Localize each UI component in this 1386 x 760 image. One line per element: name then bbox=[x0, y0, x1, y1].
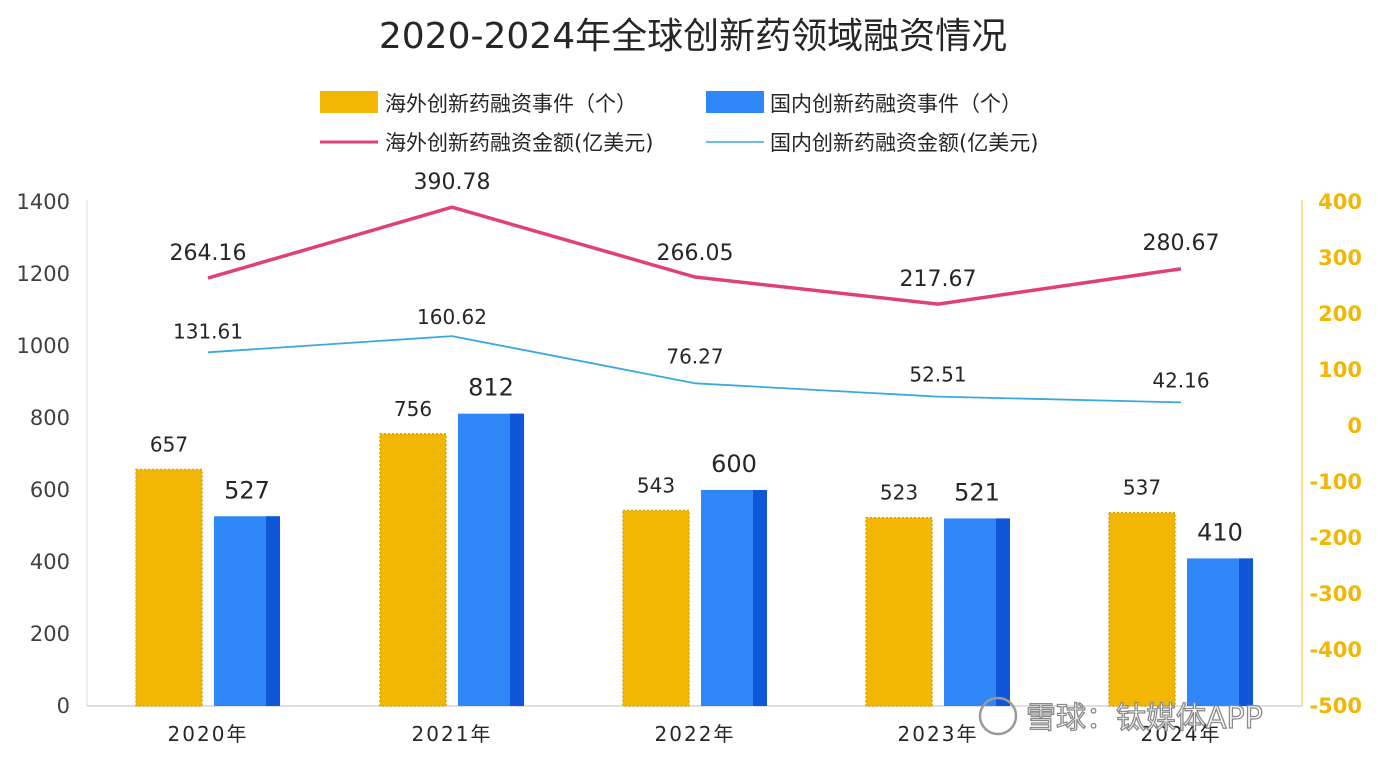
domestic-events-bar-side bbox=[753, 490, 767, 706]
data-labels: 657 756 543 523 537 527 812 600 521 410 264.16 390.… bbox=[150, 170, 1243, 546]
x-tick-label: 2022年 bbox=[655, 722, 736, 746]
domestic-amount-label: 42.16 bbox=[1152, 368, 1209, 392]
domestic-events-bar-side bbox=[996, 518, 1010, 706]
legend-swatch-domestic-events bbox=[706, 91, 764, 113]
domestic-events-label: 527 bbox=[224, 476, 270, 504]
right-tick-label: -500 bbox=[1309, 694, 1362, 718]
overseas-events-label: 756 bbox=[394, 397, 432, 421]
right-tick-label: 200 bbox=[1318, 302, 1362, 326]
watermark-logo-icon bbox=[978, 696, 1018, 736]
overseas-events-bar bbox=[136, 469, 202, 706]
overseas-events-bar-outline bbox=[865, 516, 933, 707]
legend: 海外创新药融资事件（个） 国内创新药融资事件（个） 海外创新药融资金额(亿美元)… bbox=[320, 91, 1038, 155]
overseas-events-bar bbox=[623, 510, 689, 706]
left-tick-label: 200 bbox=[30, 622, 70, 646]
left-tick-label: 600 bbox=[30, 478, 70, 502]
x-tick-label: 2024年 bbox=[1141, 722, 1222, 746]
overseas-events-label: 523 bbox=[880, 481, 918, 505]
left-tick-label: 1200 bbox=[17, 262, 70, 286]
left-tick-label: 0 bbox=[57, 694, 70, 718]
left-axis-ticks: 0 200 400 600 800 1000 1200 1400 bbox=[17, 190, 70, 718]
watermark: 雪球：钛媒体APP bbox=[978, 696, 1263, 737]
overseas-events-label: 537 bbox=[1123, 476, 1161, 500]
x-tick-label: 2020年 bbox=[168, 722, 249, 746]
right-tick-label: 400 bbox=[1318, 190, 1362, 214]
overseas-events-bar-outline bbox=[622, 509, 690, 707]
left-tick-label: 400 bbox=[30, 550, 70, 574]
right-tick-label: 0 bbox=[1347, 414, 1362, 438]
left-tick-label: 1000 bbox=[17, 334, 70, 358]
overseas-events-label: 543 bbox=[637, 474, 675, 498]
right-tick-label: -100 bbox=[1309, 470, 1362, 494]
overseas-amount-label: 390.78 bbox=[414, 170, 491, 195]
overseas-events-bar-outline bbox=[379, 433, 447, 707]
overseas-events-label: 657 bbox=[150, 432, 188, 456]
bars bbox=[135, 413, 1253, 707]
domestic-events-label: 410 bbox=[1197, 518, 1243, 546]
overseas-events-bar bbox=[380, 433, 446, 706]
domestic-amount-label: 131.61 bbox=[173, 319, 243, 343]
overseas-events-bar bbox=[1109, 512, 1175, 706]
overseas-amount-label: 217.67 bbox=[900, 267, 977, 292]
x-tick-label: 2021年 bbox=[412, 722, 493, 746]
legend-label-overseas-amount: 海外创新药融资金额(亿美元) bbox=[385, 131, 653, 155]
x-axis-ticks: 2020年 2021年 2022年 2023年 2024年 bbox=[168, 722, 1222, 746]
domestic-events-bar-side bbox=[510, 413, 524, 706]
domestic-amount-label: 160.62 bbox=[417, 305, 487, 329]
overseas-amount-label: 266.05 bbox=[657, 241, 734, 266]
domestic-amount-label: 76.27 bbox=[666, 344, 723, 368]
x-tick-label: 2023年 bbox=[898, 722, 979, 746]
overseas-events-bar bbox=[866, 517, 932, 706]
legend-swatch-overseas-events bbox=[320, 91, 378, 113]
right-tick-label: -300 bbox=[1309, 582, 1362, 606]
overseas-amount-label: 264.16 bbox=[170, 241, 247, 266]
overseas-events-bar-outline bbox=[1108, 511, 1176, 707]
legend-label-domestic-amount: 国内创新药融资金额(亿美元) bbox=[770, 131, 1038, 155]
domestic-amount-label: 52.51 bbox=[909, 363, 966, 387]
domestic-events-bar-side bbox=[1239, 558, 1253, 706]
right-tick-label: 300 bbox=[1318, 246, 1362, 270]
right-tick-label: -200 bbox=[1309, 526, 1362, 550]
right-tick-label: -400 bbox=[1309, 638, 1362, 662]
right-tick-label: 100 bbox=[1318, 358, 1362, 382]
overseas-events-bar-outline bbox=[135, 468, 203, 707]
right-axis-ticks: -500 -400 -300 -200 -100 0 100 200 300 400 bbox=[1309, 190, 1362, 718]
domestic-events-label: 600 bbox=[711, 450, 757, 478]
chart-title: 2020-2024年全球创新药领域融资情况 bbox=[379, 16, 1007, 57]
left-tick-label: 1400 bbox=[17, 190, 70, 214]
legend-label-domestic-events: 国内创新药融资事件（个） bbox=[770, 92, 1022, 116]
overseas-amount-label: 280.67 bbox=[1143, 231, 1220, 256]
domestic-events-label: 812 bbox=[468, 374, 514, 402]
legend-label-overseas-events: 海外创新药融资事件（个） bbox=[385, 92, 637, 116]
domestic-events-bar-side bbox=[266, 516, 280, 706]
watermark-text: 雪球：钛媒体APP bbox=[1026, 701, 1263, 736]
domestic-events-label: 521 bbox=[954, 478, 1000, 506]
lines bbox=[207, 205, 1182, 404]
left-tick-label: 800 bbox=[30, 406, 70, 430]
